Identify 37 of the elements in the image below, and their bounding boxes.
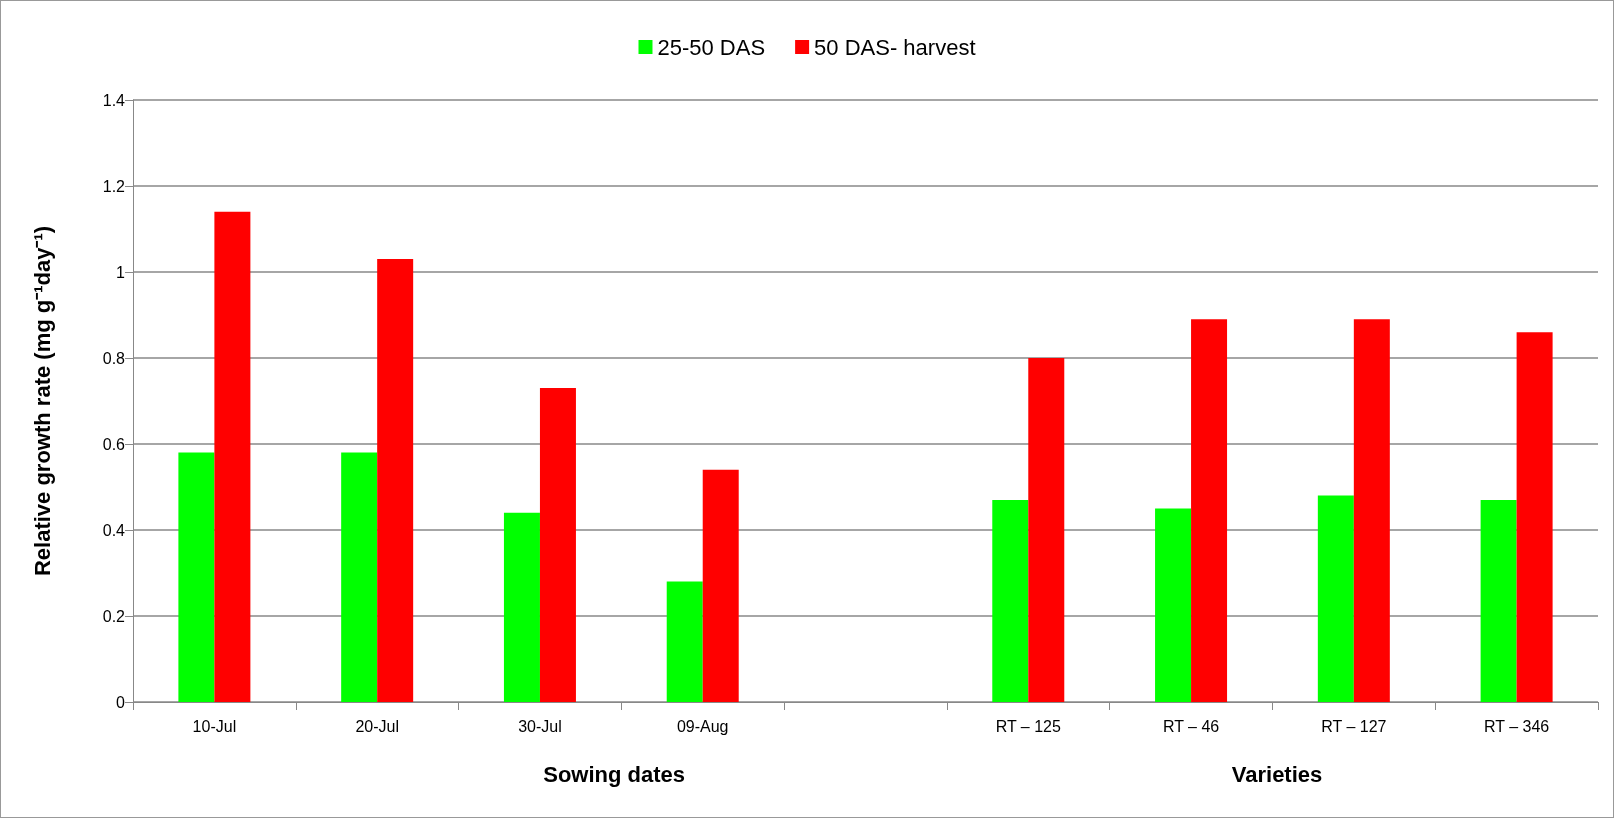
bar [702,469,739,702]
bar [377,259,414,702]
x-tick-label: RT – 346 [1483,717,1550,735]
text: Sowing dates [543,761,685,787]
y-tick-label: 1.4 [102,91,126,109]
y-tick-label: 0 [116,693,126,711]
text: Varieties [1231,761,1323,787]
y-tick-label: 0.8 [102,349,126,367]
y-tick-label: 0.2 [102,607,126,625]
bar [214,211,251,702]
x-tick-label: RT – 127 [1321,717,1387,735]
bar [503,512,540,702]
x-tick-label: 09-Aug [676,717,729,735]
y-axis-title: Relative growth rate (mg g⁻¹day⁻¹) [29,225,55,577]
bar [1480,499,1517,702]
bar [1028,358,1065,702]
bar [178,452,215,702]
x-tick-label: RT – 46 [1162,717,1220,735]
bar [539,388,576,702]
x-tick-label: 30-Jul [518,717,562,735]
x-tick-label: 20-Jul [355,717,399,735]
bar [666,581,703,702]
bar [1155,508,1192,702]
legend-label: 25-50 DAS [657,34,766,60]
bar [1317,495,1354,702]
bar [341,452,378,702]
bar [1353,319,1390,702]
bar [1191,319,1228,702]
y-tick-label: 0.4 [102,521,126,539]
x-tick-label: RT – 125 [995,717,1061,735]
y-tick-label: 1 [116,263,126,281]
y-tick-label: 0.6 [102,435,126,453]
y-tick-label: 1.2 [102,177,126,195]
x-tick-label: 10-Jul [192,717,237,735]
bar [992,499,1029,702]
bar [1516,332,1553,702]
legend-label: 50 DAS- harvest [814,34,976,60]
